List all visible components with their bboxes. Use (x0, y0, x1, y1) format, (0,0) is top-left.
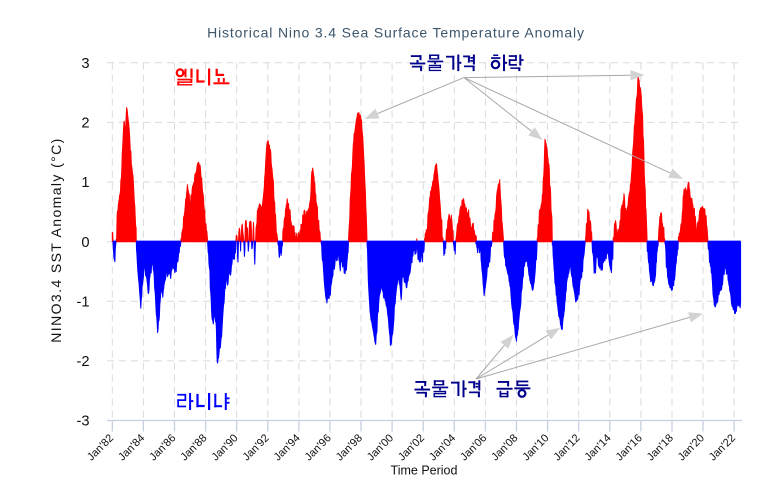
svg-text:-3: -3 (76, 414, 89, 430)
svg-text:-1: -1 (76, 295, 89, 311)
svg-text:1: 1 (81, 175, 89, 191)
svg-text:Historical Nino 3.4 Sea Surfac: Historical Nino 3.4 Sea Surface Temperat… (207, 25, 585, 41)
svg-text:0: 0 (81, 235, 89, 251)
svg-text:2: 2 (81, 116, 89, 132)
svg-text:NINO3.4 SST Anomaly (°C): NINO3.4 SST Anomaly (°C) (48, 137, 64, 342)
svg-text:3: 3 (81, 56, 89, 72)
svg-text:-2: -2 (76, 354, 89, 370)
svg-text:Time Period: Time Period (391, 464, 458, 478)
